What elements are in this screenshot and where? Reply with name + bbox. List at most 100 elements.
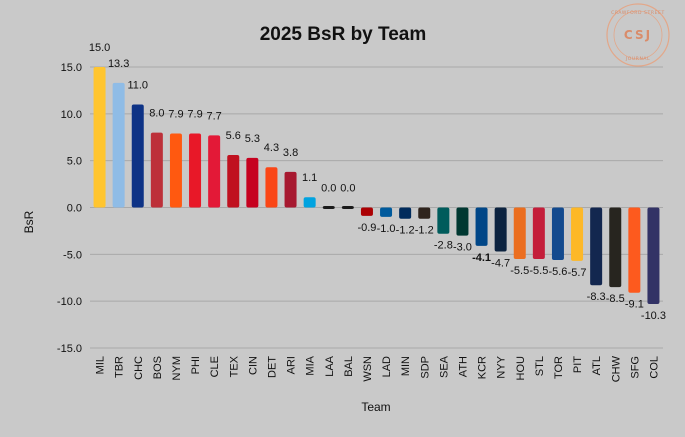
x-tick-label-mil: MIL (95, 356, 107, 374)
x-tick-label-chw: CHW (610, 355, 622, 382)
bar-chw (609, 207, 622, 288)
bar-pit (571, 207, 584, 261)
x-tick-label-chc: CHC (133, 356, 145, 380)
bar-tex (227, 155, 240, 208)
value-label-col: -10.3 (641, 310, 666, 322)
value-label-nyy: -4.7 (491, 258, 510, 270)
bar-cin (246, 157, 259, 208)
x-tick-label-ath: ATH (457, 356, 469, 377)
bar-chc (131, 104, 144, 208)
bar-nyy (494, 207, 507, 252)
bar-tbr (112, 82, 125, 208)
y-tick-label: -10.0 (57, 296, 82, 308)
value-label-hou: -5.5 (510, 265, 529, 277)
value-label-mia: 1.1 (302, 172, 317, 184)
x-tick-label-cin: CIN (247, 356, 259, 375)
value-label-atl: -8.3 (587, 291, 606, 303)
x-tick-label-nyy: NYY (496, 355, 508, 378)
gridlines (90, 66, 663, 349)
x-tick-label-tbr: TBR (114, 356, 126, 378)
bar-hou (513, 207, 526, 260)
x-tick-label-min: MIN (400, 356, 412, 376)
value-label-wsn: -0.9 (357, 222, 376, 234)
bar-col (647, 207, 660, 304)
value-label-ath: -3.0 (453, 242, 472, 254)
y-axis-ticks: 15.0 10.0 5.0 0.0 -5.0 -10.0 -15.0 (57, 62, 82, 355)
bar-min (399, 207, 412, 219)
x-tick-label-kcr: KCR (477, 356, 489, 379)
value-label-sdp: -1.2 (415, 225, 434, 237)
y-tick-label: 10.0 (61, 109, 82, 121)
x-tick-label-tor: TOR (553, 356, 565, 379)
y-tick-label: 0.0 (67, 203, 82, 215)
value-label-bos: 8.0 (149, 108, 164, 120)
bar-bal (341, 206, 354, 209)
y-axis-label: BsR (22, 210, 36, 233)
bar-tor (551, 207, 564, 260)
x-tick-label-pit: PIT (572, 356, 584, 373)
watermark-bottom-text: JOURNAL (625, 56, 650, 62)
x-tick-label-ari: ARI (286, 356, 298, 374)
y-tick-label: -5.0 (63, 249, 82, 261)
x-tick-label-sea: SEA (438, 355, 450, 378)
value-label-ari: 3.8 (283, 147, 298, 159)
bar-mia (303, 197, 316, 208)
value-label-min: -1.2 (396, 225, 415, 237)
value-label-sfg: -9.1 (625, 299, 644, 311)
value-label-det: 4.3 (264, 142, 279, 154)
watermark-initials: CSJ (624, 28, 652, 42)
bar-nym (169, 133, 182, 208)
value-label-phi: 7.9 (187, 109, 202, 121)
bar-cle (208, 135, 221, 208)
value-label-chc: 11.0 (127, 79, 148, 91)
x-tick-label-det: DET (266, 356, 278, 378)
value-label-cin: 5.3 (245, 133, 260, 145)
bar-sea (437, 207, 450, 234)
x-tick-label-wsn: WSN (362, 356, 374, 382)
bar-sfg (628, 207, 641, 293)
y-tick-label: -15.0 (57, 343, 82, 355)
value-label-kcr: -4.1 (472, 252, 491, 264)
value-label-tex: 5.6 (226, 130, 241, 142)
x-tick-label-bal: BAL (343, 356, 355, 377)
bar-stl (532, 207, 545, 260)
x-tick-label-nym: NYM (171, 356, 183, 380)
value-label-mil: 15.0 (89, 42, 110, 54)
value-label-tbr: 13.3 (108, 58, 129, 70)
value-label-bal: 0.0 (340, 183, 355, 195)
value-label-sea: -2.8 (434, 240, 453, 252)
x-tick-label-sfg: SFG (629, 356, 641, 379)
bar-kcr (475, 207, 488, 246)
y-tick-label: 15.0 (61, 62, 82, 74)
x-tick-label-col: COL (648, 356, 660, 379)
x-axis-ticks: MIL TBR CHC BOS NYM PHI CLE TEX CIN DET ARI MIA LAA B… (95, 355, 661, 382)
bar-lad (380, 207, 393, 217)
watermark-top-text: CRAWFORD STREET (611, 10, 665, 16)
bar-sdp (418, 207, 431, 219)
bar-wsn (360, 207, 373, 216)
x-tick-label-stl: STL (534, 356, 546, 376)
bar-atl (590, 207, 603, 286)
value-label-laa: 0.0 (321, 183, 336, 195)
x-tick-label-laa: LAA (324, 355, 336, 376)
value-label-cle: 7.7 (207, 110, 222, 122)
x-axis-label: Team (361, 400, 390, 414)
value-label-pit: -5.7 (568, 267, 587, 279)
value-label-tor: -5.6 (548, 266, 567, 278)
x-tick-label-lad: LAD (381, 356, 393, 377)
value-label-lad: -1.0 (377, 223, 396, 235)
bars (93, 67, 660, 304)
bar-ari (284, 171, 297, 208)
x-tick-label-atl: ATL (591, 356, 603, 375)
x-tick-label-tex: TEX (228, 355, 240, 377)
x-tick-label-phi: PHI (190, 356, 202, 374)
value-labels: 15.0 13.3 11.0 8.0 7.9 7.9 7.7 5.6 5.3 4.3 3.8 1.1 0… (89, 42, 666, 322)
value-label-chw: -8.5 (606, 293, 625, 305)
watermark-logo: CRAWFORD STREET CSJ JOURNAL (606, 3, 670, 67)
x-tick-label-mia: MIA (305, 355, 317, 375)
bar-ath (456, 207, 469, 236)
bar-det (265, 167, 278, 208)
y-tick-label: 5.0 (67, 156, 82, 168)
value-label-stl: -5.5 (529, 265, 548, 277)
